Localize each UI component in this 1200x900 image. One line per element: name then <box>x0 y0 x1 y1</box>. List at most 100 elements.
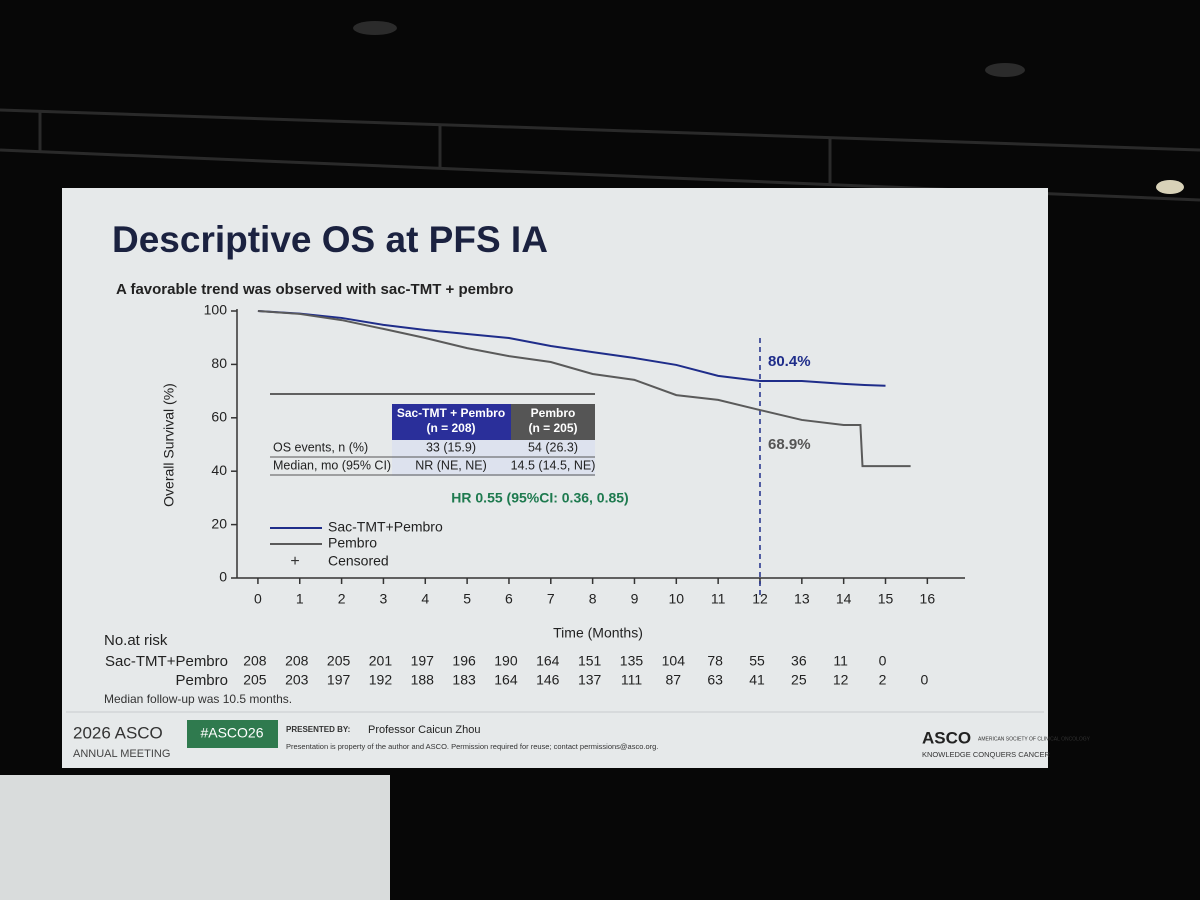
hazard-ratio: HR 0.55 (95%CI: 0.36, 0.85) <box>451 490 628 506</box>
table-header: Pembro <box>531 406 576 420</box>
x-tick-label: 9 <box>631 591 639 607</box>
table-header-cell <box>392 404 511 440</box>
at-risk-value: 25 <box>791 672 807 688</box>
x-tick-label: 10 <box>669 591 685 607</box>
y-tick-label: 80 <box>211 355 227 371</box>
x-tick-label: 0 <box>254 591 262 607</box>
x-tick-label: 4 <box>421 591 429 607</box>
table-header: (n = 205) <box>528 421 577 435</box>
at-risk-value: 146 <box>536 672 560 688</box>
y-tick-label: 0 <box>219 569 227 585</box>
table-body <box>392 440 595 476</box>
at-risk-value: 205 <box>243 672 267 688</box>
table-cell: 54 (26.3) <box>528 440 578 454</box>
at-risk-value: 196 <box>452 653 476 669</box>
at-risk-value: 201 <box>369 653 393 669</box>
table-header: Sac-TMT + Pembro <box>397 406 505 420</box>
at-risk-value: 12 <box>833 672 849 688</box>
x-tick-label: 6 <box>505 591 513 607</box>
at-risk-value: 208 <box>243 653 267 669</box>
slide-subtitle: A favorable trend was observed with sac-… <box>116 281 513 298</box>
at-risk-label: Sac-TMT+Pembro <box>105 653 228 670</box>
legend-symbol: + <box>290 553 299 570</box>
at-risk-value: 63 <box>707 672 723 688</box>
at-risk-value: 111 <box>621 672 642 688</box>
at-risk-value: 197 <box>411 653 435 669</box>
at-risk-value: 164 <box>494 672 518 688</box>
footer-disclaimer: Presentation is property of the author a… <box>286 742 658 751</box>
at-risk-value: 87 <box>666 672 682 688</box>
at-risk-value: 2 <box>879 672 887 688</box>
table-header: (n = 208) <box>426 421 475 435</box>
x-tick-label: 13 <box>794 591 810 607</box>
table-cell: 33 (15.9) <box>426 440 476 454</box>
footer-logo: ASCO <box>922 728 971 747</box>
table-row-label: Median, mo (95% CI) <box>273 458 391 472</box>
footer-society: AMERICAN SOCIETY OF CLINICAL ONCOLOGY <box>978 736 1091 742</box>
at-risk-value: 208 <box>285 653 309 669</box>
x-tick-label: 12 <box>752 591 768 607</box>
slide <box>62 188 1048 768</box>
y-tick-label: 100 <box>204 302 228 318</box>
footer-tagline: KNOWLEDGE CONQUERS CANCER <box>922 750 1051 759</box>
x-tick-label: 8 <box>589 591 597 607</box>
x-tick-label: 14 <box>836 591 852 607</box>
x-tick-label: 16 <box>920 591 936 607</box>
at-risk-label: Pembro <box>175 672 228 689</box>
at-risk-value: 203 <box>285 672 309 688</box>
slide-content: Descriptive OS at PFS IA A favorable tren… <box>66 219 1091 760</box>
at-risk-value: 41 <box>749 672 765 688</box>
annotation: 80.4% <box>768 353 811 370</box>
at-risk-value: 36 <box>791 653 807 669</box>
stage-light <box>1156 180 1184 194</box>
x-tick-label: 11 <box>711 591 726 607</box>
at-risk-value: 0 <box>920 672 928 688</box>
y-tick-label: 20 <box>211 515 227 531</box>
survival-curve <box>257 310 911 468</box>
ceiling-light <box>353 21 397 35</box>
table-header-cell <box>511 404 595 440</box>
legend-label: Pembro <box>328 535 377 551</box>
at-risk-value: 104 <box>662 653 686 669</box>
table-cell: NR (NE, NE) <box>415 458 487 472</box>
annotation: 68.9% <box>768 436 811 453</box>
footnote: Median follow-up was 10.5 months. <box>104 692 292 706</box>
x-tick-label: 3 <box>380 591 388 607</box>
legend-label: Censored <box>328 553 389 569</box>
at-risk-value: 11 <box>833 653 848 669</box>
footer-presented-by: PRESENTED BY: <box>286 725 350 734</box>
survival-curve <box>257 310 886 387</box>
slide-title: Descriptive OS at PFS IA <box>112 219 548 260</box>
at-risk-value: 205 <box>327 653 351 669</box>
at-risk-value: 78 <box>707 653 723 669</box>
table-row-label: OS events, n (%) <box>273 440 368 454</box>
ceiling-light <box>985 63 1025 77</box>
y-tick-label: 40 <box>211 462 227 478</box>
side-monitor <box>0 775 390 900</box>
at-risk-value: 55 <box>749 653 765 669</box>
at-risk-value: 164 <box>536 653 560 669</box>
at-risk-value: 188 <box>411 672 435 688</box>
at-risk-value: 0 <box>879 653 887 669</box>
footer-meeting: 2026 ASCO <box>73 723 163 742</box>
footer-meeting-sub: ANNUAL MEETING <box>73 748 170 760</box>
footer-presenter: Professor Caicun Zhou <box>368 724 481 736</box>
x-tick-label: 5 <box>463 591 471 607</box>
at-risk-value: 151 <box>578 653 602 669</box>
table-cell: 14.5 (14.5, NE) <box>511 458 596 472</box>
y-axis-label: Overall Survival (%) <box>161 383 177 507</box>
footer-hashtag: #ASCO26 <box>200 725 263 741</box>
x-axis-label: Time (Months) <box>553 625 643 641</box>
at-risk-value: 137 <box>578 672 602 688</box>
at-risk-title: No.at risk <box>104 632 168 649</box>
legend-label: Sac-TMT+Pembro <box>328 519 443 535</box>
x-tick-label: 15 <box>878 591 894 607</box>
hashtag-box <box>187 720 278 748</box>
at-risk-value: 183 <box>452 672 476 688</box>
x-tick-label: 7 <box>547 591 555 607</box>
at-risk-value: 197 <box>327 672 351 688</box>
y-tick-label: 60 <box>211 409 227 425</box>
x-tick-label: 1 <box>296 591 304 607</box>
